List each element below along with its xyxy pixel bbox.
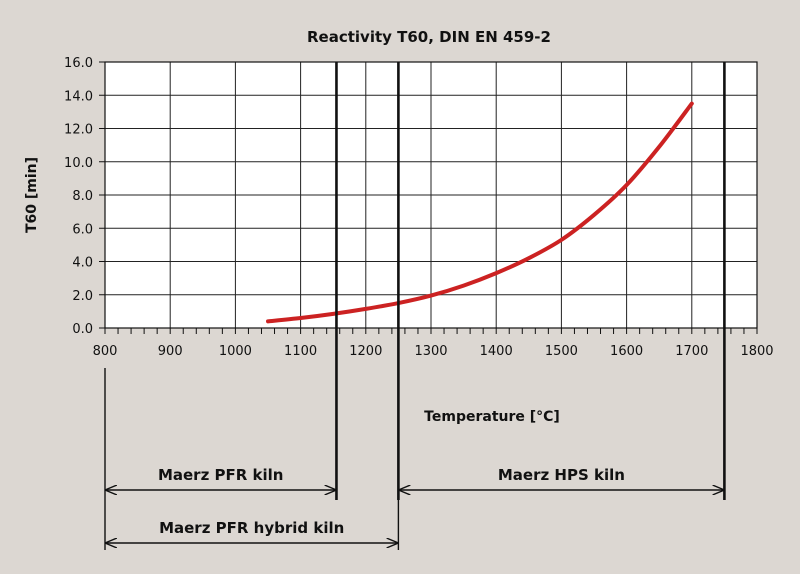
tick-labels: 800 900 1000 1100 1200 1300 1400 1500 1600 1700 18… bbox=[64, 56, 774, 359]
kiln-ranges: Maerz PFR kiln Maerz HPS kiln Maerz PFR hy… bbox=[106, 466, 723, 543]
x-tick-label: 1300 bbox=[414, 344, 447, 359]
x-tick-label: 1100 bbox=[284, 344, 317, 359]
x-tick-label: 1800 bbox=[740, 344, 773, 359]
y-tick-label: 12.0 bbox=[64, 123, 93, 138]
y-tick-label: 10.0 bbox=[64, 156, 93, 171]
range-label: Maerz PFR kiln bbox=[158, 466, 284, 484]
x-tick-label: 1700 bbox=[675, 344, 708, 359]
kiln-boundary-lines bbox=[104, 62, 726, 550]
x-axis-label: Temperature [°C] bbox=[424, 409, 560, 425]
chart-title: Reactivity T60, DIN EN 459-2 bbox=[307, 28, 551, 46]
x-tick-label: 1000 bbox=[219, 344, 252, 359]
x-tick-label: 900 bbox=[158, 344, 183, 359]
y-tick-label: 6.0 bbox=[72, 222, 93, 237]
y-tick-label: 14.0 bbox=[64, 89, 93, 104]
y-tick-label: 0.0 bbox=[72, 322, 93, 337]
x-tick-label: 1500 bbox=[545, 344, 578, 359]
y-tick-label: 2.0 bbox=[72, 289, 93, 304]
x-tick-label: 1200 bbox=[349, 344, 382, 359]
range-label: Maerz PFR hybrid kiln bbox=[159, 519, 344, 537]
axis-ticks bbox=[99, 61, 758, 334]
y-tick-label: 4.0 bbox=[72, 256, 93, 271]
x-tick-label: 1600 bbox=[610, 344, 643, 359]
range-label: Maerz HPS kiln bbox=[498, 466, 625, 484]
grid bbox=[104, 61, 758, 329]
y-tick-label: 8.0 bbox=[72, 189, 93, 204]
y-axis-label: T60 [min] bbox=[24, 157, 40, 233]
x-tick-label: 800 bbox=[93, 344, 118, 359]
y-tick-label: 16.0 bbox=[64, 56, 93, 71]
x-tick-label: 1400 bbox=[480, 344, 513, 359]
